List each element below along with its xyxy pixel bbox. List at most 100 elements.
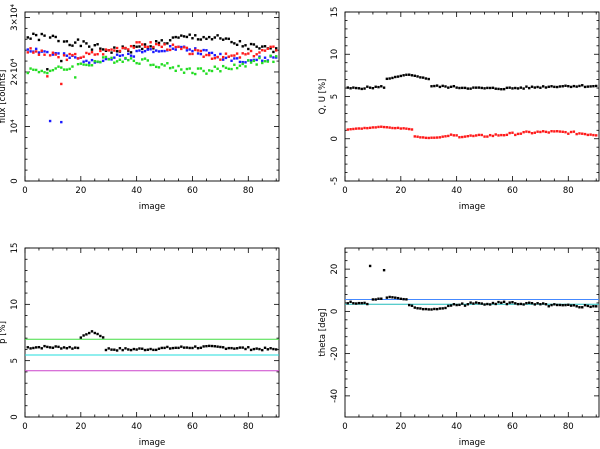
data-point-black	[99, 47, 102, 50]
data-point-Q	[578, 84, 581, 88]
data-point-red	[113, 49, 116, 52]
data-point-theta	[416, 307, 419, 310]
data-point-black	[227, 37, 230, 41]
data-point-p	[141, 347, 144, 350]
data-point-blue	[104, 57, 108, 61]
data-point-Q	[586, 85, 590, 88]
y-tick-label: 0	[10, 178, 20, 183]
data-point-green	[219, 70, 222, 73]
data-point-theta	[494, 302, 497, 306]
data-point-theta	[438, 307, 442, 310]
data-point-black	[191, 37, 194, 40]
data-point-blue	[174, 48, 177, 51]
data-point-U	[455, 134, 458, 137]
data-point-theta	[522, 303, 525, 306]
data-point-blue	[138, 49, 141, 52]
data-point-red	[132, 46, 136, 49]
data-point-blue	[60, 120, 63, 124]
data-point-p	[152, 348, 155, 352]
data-point-red	[247, 52, 250, 55]
data-point-U	[583, 132, 587, 136]
data-point-green	[182, 71, 186, 74]
data-point-red	[227, 55, 230, 58]
data-point-theta	[396, 296, 400, 300]
data-point-red	[272, 45, 275, 48]
data-point-U	[497, 134, 500, 137]
data-point-theta	[561, 304, 564, 307]
data-point-p	[227, 346, 230, 350]
data-point-red	[269, 45, 272, 49]
data-point-U	[366, 126, 369, 130]
data-point-p	[163, 346, 166, 350]
data-point-green	[93, 59, 96, 63]
data-point-blue	[263, 56, 267, 59]
data-point-Q	[424, 77, 428, 80]
data-point-p	[160, 346, 163, 350]
data-point-Q	[366, 85, 369, 88]
x-tick-label: 60	[507, 186, 518, 196]
data-point-Q	[413, 74, 416, 77]
data-point-green	[241, 62, 244, 66]
data-point-U	[441, 135, 444, 138]
data-point-p	[32, 346, 35, 350]
data-point-green	[124, 56, 127, 60]
data-point-black	[34, 33, 38, 37]
data-point-black	[180, 34, 183, 37]
data-point-black	[213, 36, 217, 39]
data-point-black	[258, 47, 261, 50]
data-point-green	[238, 64, 242, 67]
data-point-theta	[413, 306, 416, 309]
data-point-theta	[553, 303, 556, 306]
data-point-red	[216, 55, 219, 59]
data-point-red	[118, 49, 122, 53]
data-point-red	[68, 52, 71, 56]
data-point-U	[388, 126, 391, 129]
data-point-U	[553, 130, 556, 133]
data-point-p	[224, 347, 228, 351]
data-point-p	[196, 346, 200, 350]
data-point-black	[90, 48, 94, 51]
data-point-U	[564, 130, 567, 134]
data-point-theta	[569, 304, 573, 307]
data-point-theta	[385, 296, 389, 299]
data-point-theta	[461, 302, 464, 305]
data-point-blue	[208, 51, 211, 55]
data-point-black	[74, 41, 77, 44]
data-point-Q	[567, 85, 570, 88]
data-point-p	[76, 346, 80, 350]
data-point-Q	[569, 85, 573, 89]
data-point-Q	[477, 86, 481, 89]
data-point-theta	[539, 303, 542, 306]
data-point-p	[46, 345, 49, 349]
data-point-black	[149, 45, 152, 48]
data-point-U	[385, 126, 389, 129]
data-point-p	[249, 348, 253, 352]
data-point-p	[157, 347, 161, 350]
data-point-green	[202, 69, 205, 73]
data-point-black	[219, 37, 222, 40]
data-point-p	[79, 336, 83, 339]
data-point-theta	[469, 301, 472, 304]
data-point-U	[530, 132, 534, 135]
y-tick-label: -20	[330, 347, 340, 361]
data-point-Q	[449, 85, 453, 89]
data-point-black	[101, 48, 105, 51]
data-point-theta	[502, 300, 506, 304]
data-point-p	[269, 347, 272, 350]
data-point-theta	[592, 305, 595, 308]
data-point-U	[396, 126, 400, 130]
data-point-theta	[388, 295, 391, 299]
data-point-theta	[374, 298, 377, 301]
data-point-green	[177, 64, 180, 68]
data-point-red	[249, 49, 253, 53]
x-tick-label: 80	[243, 422, 254, 432]
data-point-p	[99, 334, 102, 338]
data-point-red	[74, 52, 77, 56]
data-point-Q	[541, 85, 545, 88]
data-point-red	[177, 45, 180, 49]
data-point-red	[60, 82, 63, 86]
data-point-theta	[558, 303, 562, 307]
data-point-black	[196, 38, 200, 41]
data-point-black	[168, 39, 172, 42]
data-point-green	[34, 68, 38, 72]
